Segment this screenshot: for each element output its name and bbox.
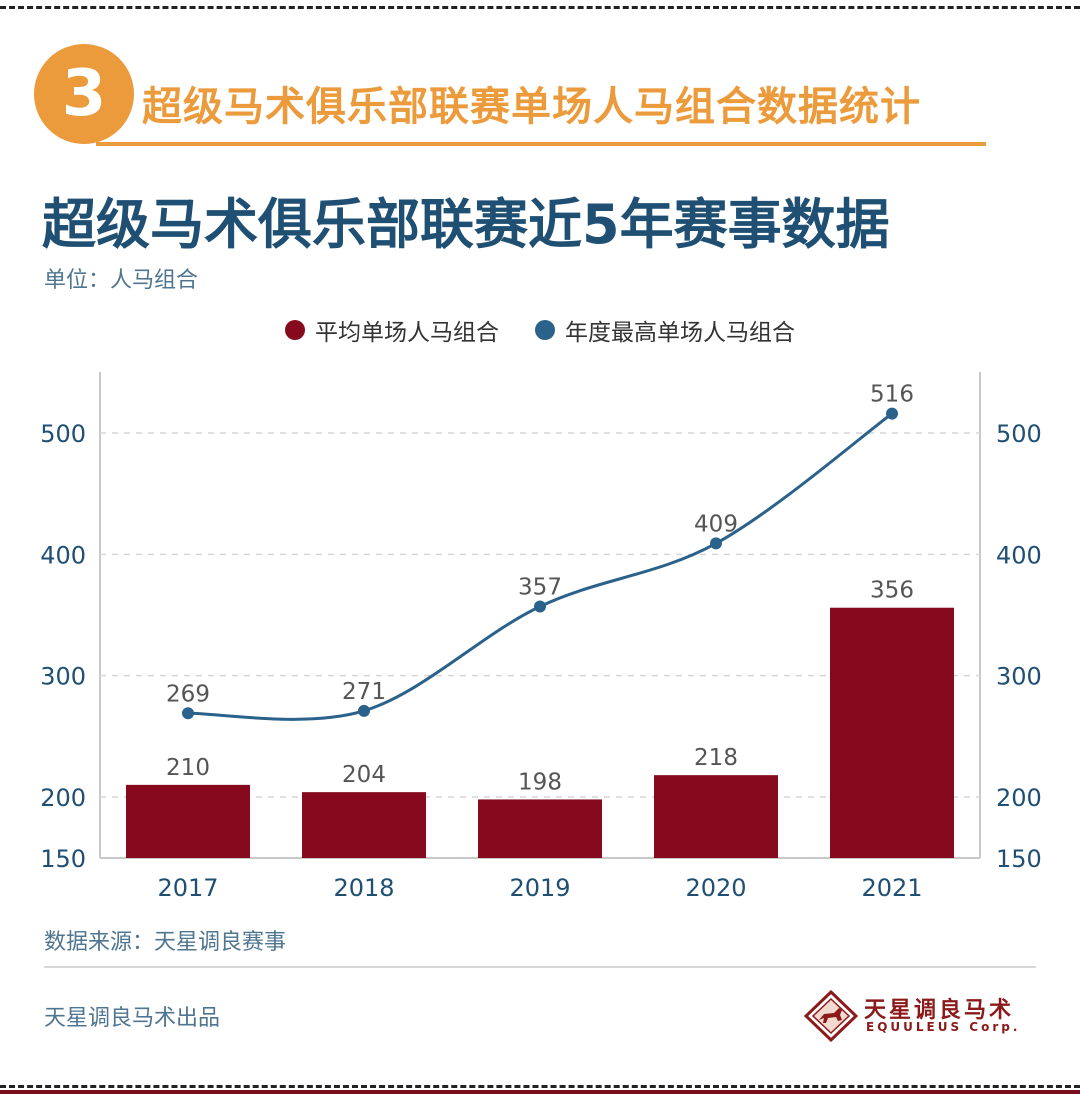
section-underline — [96, 142, 986, 146]
bar-data-label: 218 — [694, 745, 738, 771]
footer-divider — [44, 966, 1036, 968]
bar-data-label: 356 — [870, 578, 914, 604]
line-point — [710, 537, 722, 550]
y-tick-label-left: 400 — [40, 541, 86, 569]
x-tick-label: 2019 — [509, 874, 570, 902]
bar-data-label: 204 — [342, 762, 386, 788]
logo-name-en: EQUULEUS Corp. — [866, 1020, 1021, 1034]
line-data-label: 357 — [518, 575, 562, 601]
bar-data-label: 210 — [166, 755, 210, 781]
x-tick-label: 2021 — [861, 874, 922, 902]
bar — [126, 784, 250, 858]
company-logo: 天星调良马术 EQUULEUS Corp. — [804, 990, 1040, 1042]
x-tick-label: 2020 — [685, 874, 746, 902]
y-tick-label-left: 500 — [40, 420, 86, 448]
chart-unit: 单位：人马组合 — [44, 268, 199, 293]
logo-name-cn: 天星调良马术 — [864, 998, 1015, 1023]
legend-bar-label: 平均单场人马组合 — [315, 320, 499, 346]
y-tick-label-left: 300 — [40, 663, 86, 691]
legend-item-line: 年度最高单场人马组合 — [535, 313, 795, 347]
y-tick-label-left: 200 — [40, 784, 86, 812]
bottom-dashed-border — [0, 1085, 1080, 1088]
line-data-label: 271 — [342, 679, 386, 705]
bar — [478, 799, 602, 858]
y-tick-label-right: 300 — [996, 663, 1042, 691]
section-number: 3 — [61, 57, 107, 131]
bar — [830, 607, 954, 858]
x-tick-label: 2018 — [333, 874, 394, 902]
combo-chart: 150 150 200 200 300 300 400 400 500 500 210 204 198 2… — [40, 372, 1042, 902]
chart-title: 超级马术俱乐部联赛近5年赛事数据 — [42, 193, 890, 256]
line-point — [534, 600, 546, 613]
y-tick-label-left: 150 — [40, 845, 86, 873]
bar-data-label: 198 — [518, 769, 562, 795]
legend-line-label: 年度最高单场人马组合 — [565, 320, 795, 346]
line-data-label: 516 — [870, 382, 914, 408]
section-title: 超级马术俱乐部联赛单场人马组合数据统计 — [142, 84, 921, 130]
chart-legend: 平均单场人马组合 年度最高单场人马组合 — [0, 313, 1080, 347]
producer-credit: 天星调良马术出品 — [44, 1006, 221, 1031]
data-source: 数据来源：天星调良赛事 — [44, 930, 287, 955]
horse-logo-icon — [804, 990, 858, 1042]
top-dashed-border — [0, 6, 1080, 9]
y-tick-label-right: 200 — [996, 784, 1042, 812]
legend-line-swatch — [535, 320, 555, 340]
x-tick-label: 2017 — [157, 874, 218, 902]
series-line — [187, 412, 893, 721]
bottom-strip — [0, 1090, 1080, 1094]
line-data-label: 269 — [166, 681, 210, 707]
line-data-label: 409 — [694, 511, 738, 537]
line-point — [358, 704, 370, 717]
y-tick-label-right: 150 — [996, 845, 1042, 873]
legend-bar-swatch — [285, 320, 305, 340]
y-tick-label-right: 500 — [996, 420, 1042, 448]
y-tick-label-right: 400 — [996, 541, 1042, 569]
line-point — [182, 707, 194, 720]
legend-item-bar: 平均单场人马组合 — [285, 313, 499, 347]
section-number-badge: 3 — [34, 44, 134, 144]
line-point — [886, 407, 898, 420]
bar — [654, 775, 778, 858]
bar — [302, 792, 426, 858]
